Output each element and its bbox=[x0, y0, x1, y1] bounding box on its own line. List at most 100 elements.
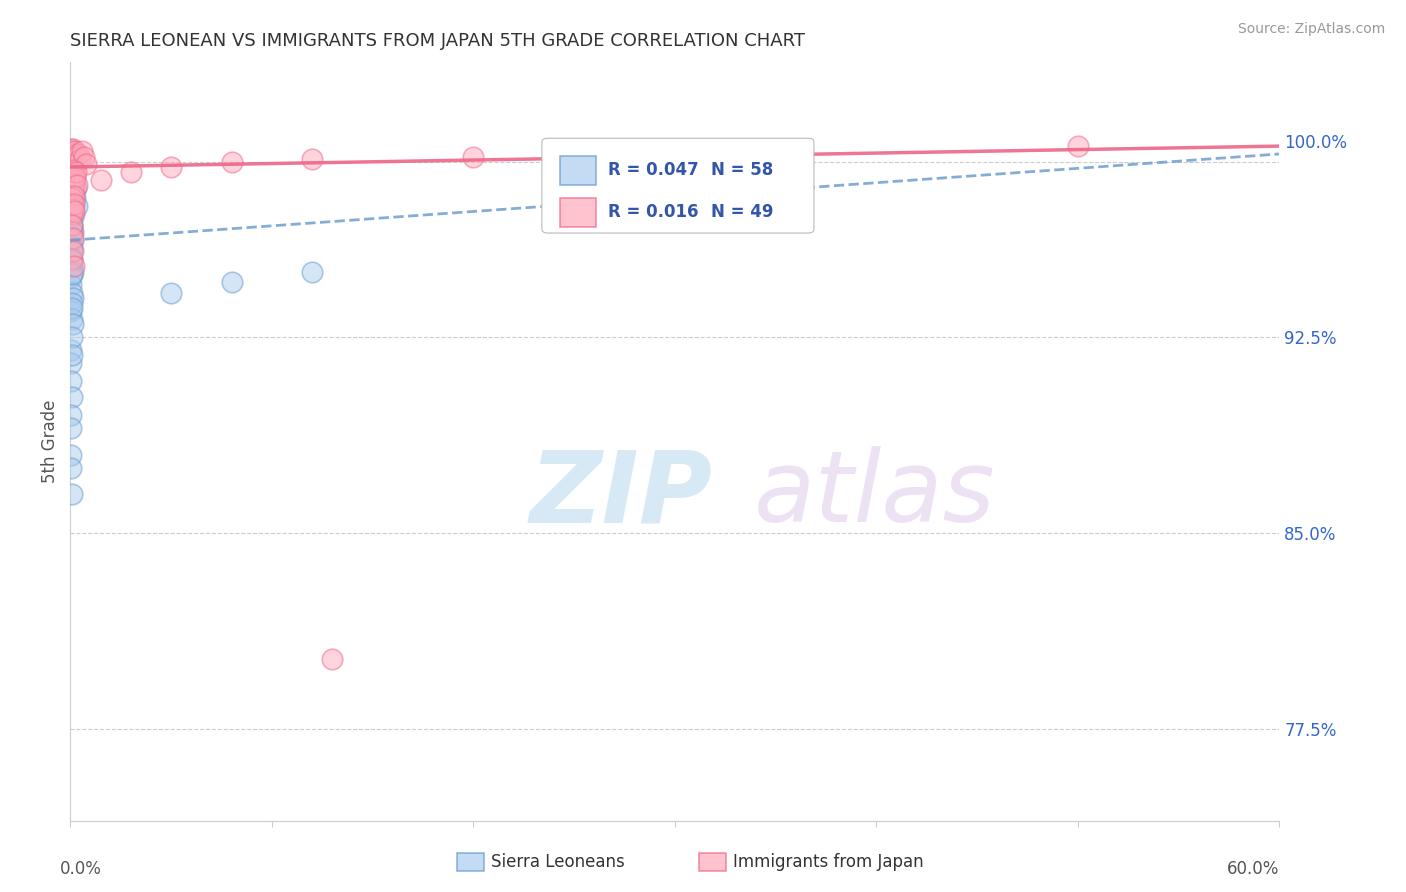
Point bbox=[65, 173, 87, 187]
Point bbox=[59, 409, 82, 423]
Point bbox=[65, 170, 87, 185]
Text: atlas: atlas bbox=[754, 446, 995, 543]
Point bbox=[301, 264, 323, 278]
Point bbox=[75, 157, 97, 171]
Point bbox=[321, 651, 343, 665]
Point bbox=[60, 220, 83, 235]
Point bbox=[60, 348, 83, 362]
Point bbox=[62, 184, 84, 198]
Point bbox=[90, 173, 111, 187]
FancyBboxPatch shape bbox=[457, 854, 484, 871]
Point bbox=[60, 191, 83, 205]
Point bbox=[60, 356, 83, 370]
Point bbox=[60, 260, 83, 274]
Point bbox=[62, 233, 84, 247]
Point bbox=[62, 181, 84, 195]
Point bbox=[1067, 139, 1090, 153]
Point bbox=[65, 191, 87, 205]
Point bbox=[60, 212, 83, 227]
Point bbox=[62, 244, 84, 258]
Point bbox=[60, 173, 83, 187]
Point bbox=[62, 142, 84, 156]
Text: SIERRA LEONEAN VS IMMIGRANTS FROM JAPAN 5TH GRADE CORRELATION CHART: SIERRA LEONEAN VS IMMIGRANTS FROM JAPAN … bbox=[70, 32, 806, 50]
Point bbox=[60, 241, 83, 255]
Point bbox=[65, 145, 87, 159]
Point bbox=[60, 390, 83, 404]
Point bbox=[60, 204, 83, 219]
Point bbox=[63, 152, 86, 166]
Point bbox=[60, 330, 83, 344]
Point bbox=[301, 152, 323, 166]
Point bbox=[463, 150, 485, 164]
Point bbox=[73, 150, 96, 164]
Point bbox=[60, 210, 83, 224]
Point bbox=[60, 267, 83, 281]
Point bbox=[59, 448, 82, 462]
Point bbox=[60, 188, 83, 202]
Point bbox=[60, 277, 83, 292]
FancyBboxPatch shape bbox=[560, 156, 596, 186]
Text: Source: ZipAtlas.com: Source: ZipAtlas.com bbox=[1237, 22, 1385, 37]
Point bbox=[60, 303, 83, 318]
Point bbox=[62, 162, 84, 177]
Point bbox=[59, 191, 82, 205]
FancyBboxPatch shape bbox=[541, 138, 814, 233]
Point bbox=[59, 147, 82, 161]
Point bbox=[60, 311, 83, 326]
Point bbox=[62, 264, 84, 278]
Point bbox=[63, 260, 86, 274]
Point bbox=[60, 296, 83, 310]
Point bbox=[62, 150, 84, 164]
Point bbox=[59, 230, 82, 244]
Point bbox=[60, 244, 83, 258]
Point bbox=[60, 181, 83, 195]
Point bbox=[60, 165, 83, 179]
Point bbox=[60, 157, 83, 171]
Point bbox=[63, 204, 86, 219]
Point bbox=[60, 254, 83, 268]
Point bbox=[65, 150, 87, 164]
Point bbox=[66, 199, 89, 213]
Text: 0.0%: 0.0% bbox=[60, 860, 103, 878]
Text: N = 58: N = 58 bbox=[711, 161, 773, 179]
Point bbox=[60, 238, 83, 252]
Point bbox=[63, 207, 86, 221]
Point bbox=[60, 487, 83, 501]
Point bbox=[160, 160, 183, 174]
Point bbox=[62, 196, 84, 211]
Text: Sierra Leoneans: Sierra Leoneans bbox=[491, 854, 624, 871]
Point bbox=[62, 196, 84, 211]
Point bbox=[60, 178, 83, 193]
Point bbox=[60, 202, 83, 216]
Point bbox=[60, 145, 83, 159]
Point bbox=[60, 375, 83, 389]
Y-axis label: 5th Grade: 5th Grade bbox=[41, 400, 59, 483]
Point bbox=[62, 291, 84, 305]
Text: Immigrants from Japan: Immigrants from Japan bbox=[733, 854, 924, 871]
Point bbox=[62, 202, 84, 216]
Text: ZIP: ZIP bbox=[530, 446, 713, 543]
Point bbox=[160, 285, 183, 300]
FancyBboxPatch shape bbox=[560, 198, 596, 227]
Point bbox=[62, 199, 84, 213]
Point bbox=[59, 142, 82, 156]
Point bbox=[72, 145, 94, 159]
Point bbox=[60, 207, 83, 221]
Point bbox=[60, 170, 83, 185]
Point bbox=[63, 168, 86, 182]
Point bbox=[62, 226, 84, 240]
Point bbox=[66, 154, 89, 169]
Point bbox=[60, 421, 83, 435]
Point bbox=[63, 147, 86, 161]
Point bbox=[65, 165, 87, 179]
Text: 60.0%: 60.0% bbox=[1227, 860, 1279, 878]
Point bbox=[60, 162, 83, 177]
Point bbox=[63, 178, 86, 193]
Point bbox=[62, 176, 84, 190]
Point bbox=[60, 147, 83, 161]
Point bbox=[60, 252, 83, 266]
Point bbox=[60, 301, 83, 316]
Point bbox=[221, 154, 243, 169]
Point bbox=[221, 275, 243, 289]
Point bbox=[60, 218, 83, 232]
